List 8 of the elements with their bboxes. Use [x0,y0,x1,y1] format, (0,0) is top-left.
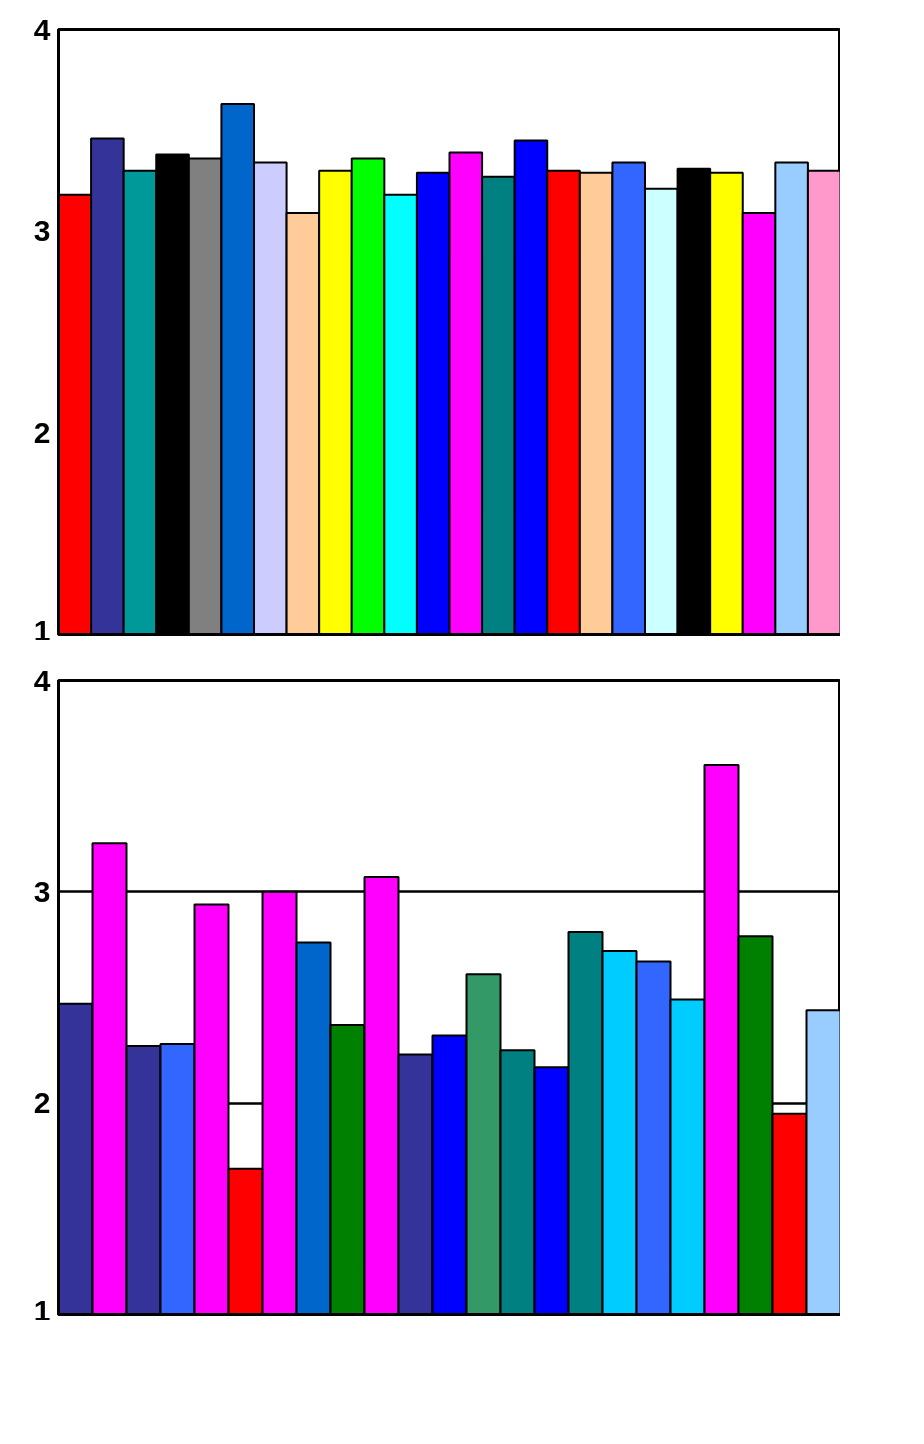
y-tick-label: 4 [33,12,51,46]
y-tick-label: 2 [33,1086,51,1120]
y-tick-label: 1 [33,613,51,647]
y-tick-label: 2 [33,415,51,449]
y-tick-label: 3 [33,874,51,908]
y-tick-label: 1 [33,1293,51,1327]
y-tick-label: 3 [33,214,51,248]
y-tick-label: 4 [33,663,51,697]
